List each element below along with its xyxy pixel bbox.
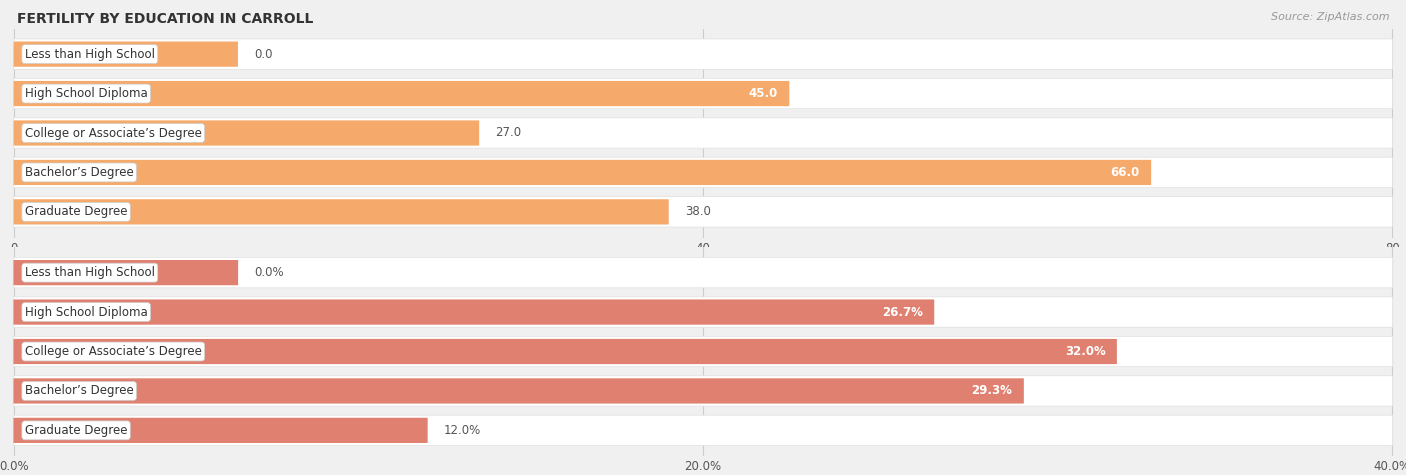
- Text: High School Diploma: High School Diploma: [25, 87, 148, 100]
- Text: College or Associate’s Degree: College or Associate’s Degree: [25, 126, 201, 140]
- FancyBboxPatch shape: [13, 336, 1393, 367]
- FancyBboxPatch shape: [13, 376, 1393, 406]
- FancyBboxPatch shape: [14, 299, 934, 325]
- FancyBboxPatch shape: [14, 378, 1024, 404]
- FancyBboxPatch shape: [13, 415, 1393, 446]
- Text: Bachelor’s Degree: Bachelor’s Degree: [25, 166, 134, 179]
- FancyBboxPatch shape: [13, 297, 1393, 327]
- Text: 38.0: 38.0: [685, 205, 711, 218]
- Text: Graduate Degree: Graduate Degree: [25, 424, 128, 437]
- FancyBboxPatch shape: [14, 120, 479, 146]
- FancyBboxPatch shape: [14, 118, 1392, 148]
- FancyBboxPatch shape: [13, 257, 1393, 288]
- FancyBboxPatch shape: [14, 197, 1392, 227]
- Text: 45.0: 45.0: [749, 87, 778, 100]
- Text: Less than High School: Less than High School: [25, 266, 155, 279]
- Text: High School Diploma: High School Diploma: [25, 305, 148, 319]
- Text: 0.0: 0.0: [254, 48, 273, 61]
- FancyBboxPatch shape: [14, 199, 669, 225]
- FancyBboxPatch shape: [14, 260, 238, 285]
- Text: 66.0: 66.0: [1111, 166, 1140, 179]
- Text: Bachelor’s Degree: Bachelor’s Degree: [25, 384, 134, 398]
- Text: 27.0: 27.0: [495, 126, 522, 140]
- FancyBboxPatch shape: [14, 339, 1116, 364]
- Text: 26.7%: 26.7%: [882, 305, 922, 319]
- FancyBboxPatch shape: [14, 39, 1392, 69]
- Text: FERTILITY BY EDUCATION IN CARROLL: FERTILITY BY EDUCATION IN CARROLL: [17, 12, 314, 26]
- FancyBboxPatch shape: [14, 157, 1392, 188]
- Text: College or Associate’s Degree: College or Associate’s Degree: [25, 345, 201, 358]
- Text: 29.3%: 29.3%: [972, 384, 1012, 398]
- Text: 0.0%: 0.0%: [254, 266, 284, 279]
- FancyBboxPatch shape: [14, 41, 238, 67]
- Text: 12.0%: 12.0%: [444, 424, 481, 437]
- FancyBboxPatch shape: [14, 81, 789, 106]
- Text: Less than High School: Less than High School: [25, 48, 155, 61]
- Text: 32.0%: 32.0%: [1064, 345, 1105, 358]
- Text: Graduate Degree: Graduate Degree: [25, 205, 128, 218]
- FancyBboxPatch shape: [14, 78, 1392, 109]
- FancyBboxPatch shape: [14, 160, 1152, 185]
- FancyBboxPatch shape: [14, 418, 427, 443]
- Text: Source: ZipAtlas.com: Source: ZipAtlas.com: [1271, 12, 1389, 22]
